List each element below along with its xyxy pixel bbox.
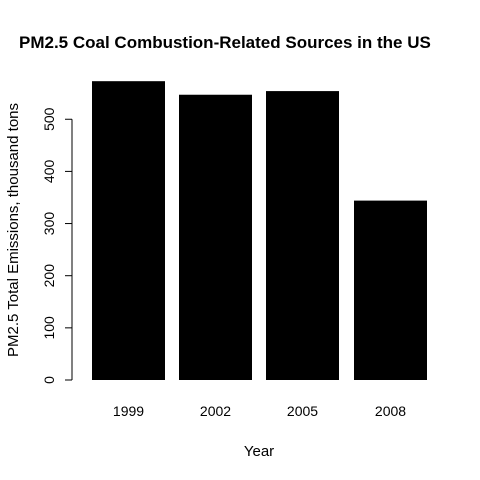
x-tick-label-2008: 2008 — [375, 403, 406, 419]
y-tick-label: 500 — [41, 107, 57, 131]
bar-2005 — [266, 91, 339, 381]
y-tick-label: 0 — [41, 376, 57, 384]
bar-1999 — [92, 81, 165, 381]
x-tick-labels: 1999 2002 2005 2008 — [113, 403, 406, 419]
y-tick-label: 200 — [41, 264, 57, 288]
x-tick-label-1999: 1999 — [113, 403, 144, 419]
y-axis-label: PM2.5 Total Emissions, thousand tons — [5, 103, 22, 357]
x-axis-label: Year — [244, 443, 274, 460]
y-tick-label: 400 — [41, 160, 57, 184]
y-tick-label: 300 — [41, 212, 57, 236]
bars-group — [92, 81, 427, 381]
bar-2008 — [354, 200, 427, 380]
x-tick-label-2005: 2005 — [287, 403, 318, 419]
y-axis: 0 100 200 300 400 500 — [41, 107, 73, 384]
chart-title: PM2.5 Coal Combustion-Related Sources in… — [19, 33, 431, 52]
bar-2002 — [179, 94, 252, 380]
y-tick-label: 100 — [41, 316, 57, 340]
x-tick-label-2002: 2002 — [200, 403, 231, 419]
